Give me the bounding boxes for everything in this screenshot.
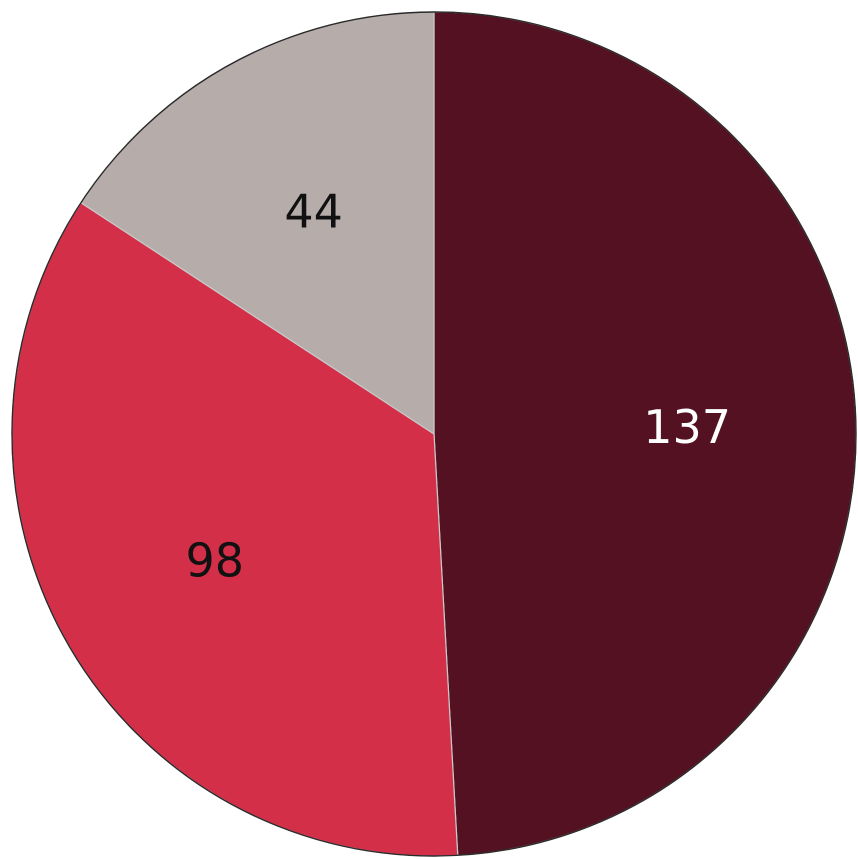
pie-outline: [11, 11, 857, 857]
slice-label-137: 137: [643, 400, 731, 454]
pie-slices: [11, 11, 857, 857]
slice-label-98: 98: [185, 534, 244, 588]
pie-labels: 137 98 44: [185, 184, 731, 587]
slice-label-44: 44: [284, 184, 343, 238]
